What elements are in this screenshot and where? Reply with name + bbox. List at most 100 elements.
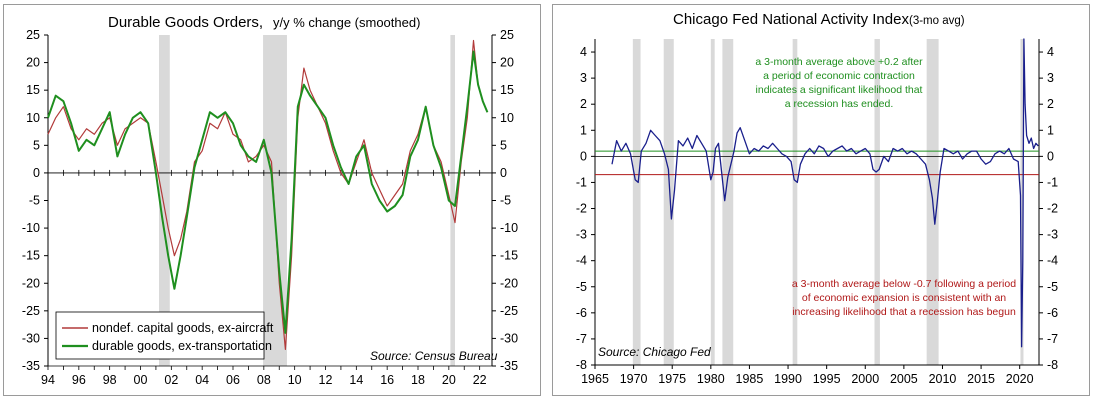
x-tick-label: 1970 — [620, 372, 648, 386]
y-tick-label-right: -6 — [1047, 306, 1058, 320]
x-tick-label: 14 — [349, 373, 363, 387]
y-tick-label-left: 0 — [33, 166, 40, 180]
y-tick-label-right: 5 — [500, 138, 507, 152]
y-tick-label-left: -10 — [22, 221, 40, 235]
y-tick-label-left: 2 — [580, 97, 587, 111]
y-tick-label-right: 4 — [1047, 45, 1054, 59]
cfnai-chart: Chicago Fed National Activity Index (3-m… — [576, 11, 1058, 386]
y-tick-label-right: 20 — [500, 56, 514, 70]
recession-band — [1020, 39, 1024, 365]
series-line-cfnai — [611, 38, 1039, 348]
x-tick-label: 2005 — [890, 372, 918, 386]
annotation-red-line: of economic expansion is consistent with… — [802, 292, 1006, 304]
x-tick-label: 16 — [380, 373, 394, 387]
legend-label-durable-goods: durable goods, ex-transportation — [92, 339, 272, 353]
y-tick-label-right: -8 — [1047, 358, 1058, 372]
durable-goods-panel: Durable Goods Orders, y/y % change (smoo… — [3, 4, 541, 396]
x-tick-label: 2020 — [1006, 372, 1034, 386]
recession-band — [159, 35, 170, 366]
x-tick-label: 06 — [226, 373, 240, 387]
y-tick-label-left: -4 — [576, 254, 587, 268]
x-tick-label: 1985 — [736, 372, 764, 386]
y-tick-label-left: 25 — [26, 28, 40, 42]
cfnai-panel: Chicago Fed National Activity Index (3-m… — [552, 4, 1090, 396]
x-tick-label: 00 — [134, 373, 148, 387]
y-tick-label-right: 2 — [1047, 97, 1054, 111]
y-tick-label-left: -25 — [22, 304, 40, 318]
recession-band — [632, 39, 641, 365]
y-tick-label-right: -15 — [500, 249, 518, 263]
x-tick-label: 10 — [288, 373, 302, 387]
x-tick-label: 08 — [257, 373, 271, 387]
y-tick-label-right: -25 — [500, 304, 518, 318]
annotation-green-line: a period of economic contraction — [763, 70, 915, 82]
y-tick-label-right: -4 — [1047, 254, 1058, 268]
y-tick-label-right: 0 — [1047, 149, 1054, 163]
x-tick-label: 2010 — [929, 372, 957, 386]
chart-title: Chicago Fed National Activity Index — [673, 11, 909, 28]
y-tick-label-left: -6 — [576, 306, 587, 320]
y-tick-label-left: 5 — [33, 138, 40, 152]
recession-band — [663, 39, 674, 365]
y-tick-label-left: -7 — [576, 332, 587, 346]
x-tick-label: 96 — [72, 373, 86, 387]
y-tick-label-left: -2 — [576, 202, 587, 216]
source-note: Source: Census Bureau — [370, 349, 498, 363]
x-tick-label: 1975 — [658, 372, 686, 386]
y-tick-label-right: -20 — [500, 276, 518, 290]
y-tick-label-left: -30 — [22, 331, 40, 345]
chart-subtitle: y/y % change (smoothed) — [273, 15, 420, 30]
y-tick-label-left: -5 — [29, 194, 40, 208]
y-tick-label-left: -1 — [576, 175, 587, 189]
recession-band — [710, 39, 715, 365]
y-tick-label-right: 1 — [1047, 123, 1054, 137]
y-tick-label-right: -3 — [1047, 228, 1058, 242]
annotation-green-line: a recession has ended. — [785, 98, 894, 110]
y-tick-label-left: 1 — [580, 123, 587, 137]
x-tick-label: 12 — [319, 373, 333, 387]
y-tick-label-left: -5 — [576, 280, 587, 294]
series-line-durable-goods — [47, 50, 489, 334]
x-tick-label: 2015 — [967, 372, 995, 386]
legend-box — [55, 311, 265, 360]
legend-label-capital-goods: nondef. capital goods, ex-aircraft — [92, 321, 274, 335]
x-tick-label: 18 — [411, 373, 425, 387]
y-tick-label-left: 4 — [580, 45, 587, 59]
annotation-red-line: increasing likelihood that a recession h… — [792, 306, 1016, 318]
x-tick-label: 98 — [103, 373, 117, 387]
y-tick-label-left: 20 — [26, 56, 40, 70]
x-tick-label: 1980 — [697, 372, 725, 386]
y-tick-label-right: 10 — [500, 111, 514, 125]
x-tick-label: 2000 — [851, 372, 879, 386]
y-tick-label-left: -8 — [576, 358, 587, 372]
x-tick-label: 04 — [195, 373, 209, 387]
legend: nondef. capital goods, ex-aircraft durab… — [55, 311, 274, 360]
recession-band — [874, 39, 880, 365]
x-tick-label: 20 — [442, 373, 456, 387]
y-tick-label-left: 0 — [580, 149, 587, 163]
chart-subtitle: (3-mo avg) — [909, 15, 965, 27]
recession-band — [792, 39, 798, 365]
y-tick-label-right: -2 — [1047, 202, 1058, 216]
annotation-green-line: indicates a significant likelihood that — [756, 84, 923, 96]
x-tick-label: 22 — [473, 373, 487, 387]
x-tick-label: 94 — [41, 373, 55, 387]
y-tick-label-right: 15 — [500, 83, 514, 97]
y-tick-label-right: -5 — [1047, 280, 1058, 294]
x-tick-label: 1990 — [774, 372, 802, 386]
y-tick-label-right: -10 — [500, 221, 518, 235]
recession-band — [450, 35, 455, 366]
annotation-red-line: a 3-month average below -0.7 following a… — [792, 278, 1016, 290]
y-tick-label-left: 15 — [26, 83, 40, 97]
source-note: Source: Chicago Fed — [598, 345, 711, 359]
y-tick-label-right: -7 — [1047, 332, 1058, 346]
recession-band — [722, 39, 734, 365]
x-tick-label: 1995 — [813, 372, 841, 386]
y-tick-label-left: 3 — [580, 71, 587, 85]
y-tick-label-right: -35 — [500, 359, 518, 373]
y-tick-label-right: -1 — [1047, 175, 1058, 189]
y-tick-label-right: 3 — [1047, 71, 1054, 85]
chart-title: Durable Goods Orders, — [108, 14, 263, 31]
y-tick-label-left: 10 — [26, 111, 40, 125]
y-tick-label-left: -3 — [576, 228, 587, 242]
